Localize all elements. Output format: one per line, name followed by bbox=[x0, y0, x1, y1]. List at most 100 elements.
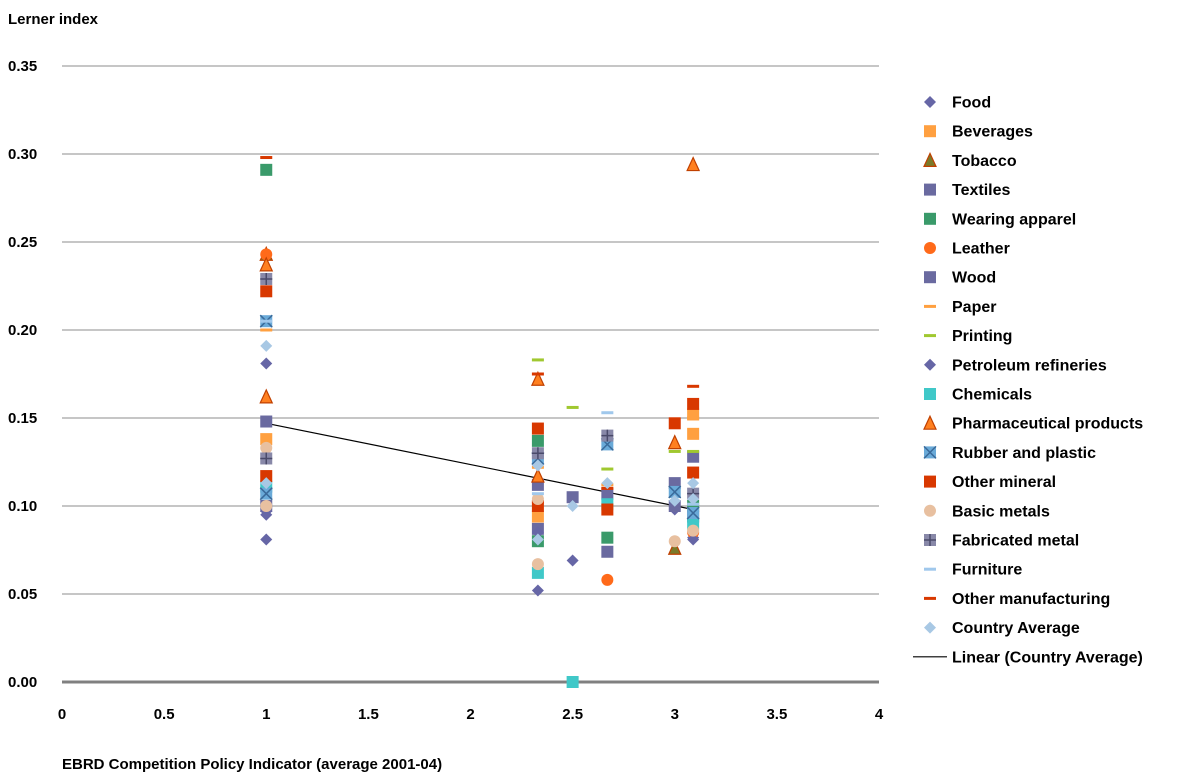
legend-marker bbox=[924, 125, 936, 138]
legend-label: Country Average bbox=[952, 620, 1080, 637]
y-tick-label: 0.35 bbox=[8, 58, 37, 75]
x-tick-label: 2.5 bbox=[562, 706, 583, 723]
legend-label: Chemicals bbox=[952, 387, 1032, 404]
data-point bbox=[601, 545, 614, 558]
data-point bbox=[260, 328, 273, 332]
series-basic-metals bbox=[260, 441, 700, 571]
series-printing bbox=[531, 358, 700, 471]
data-point bbox=[531, 492, 544, 496]
data-point bbox=[260, 477, 273, 490]
data-point bbox=[668, 485, 682, 499]
legend-label: Wood bbox=[952, 270, 996, 287]
y-tick-label: 0.30 bbox=[8, 146, 37, 163]
x-tick-label: 1.5 bbox=[358, 706, 379, 723]
data-point bbox=[260, 163, 273, 176]
trendline-line bbox=[266, 422, 694, 511]
legend-marker bbox=[923, 445, 937, 459]
legend: Food Beverages Tobacco Textiles Wearing appa… bbox=[913, 95, 1143, 666]
y-axis-label: Lerner index bbox=[8, 11, 99, 28]
data-point bbox=[668, 449, 681, 453]
data-point bbox=[260, 470, 273, 483]
legend-marker bbox=[924, 183, 936, 196]
data-point bbox=[260, 156, 273, 160]
series-food bbox=[260, 357, 700, 597]
data-point bbox=[260, 339, 273, 352]
series-tobacco bbox=[259, 245, 682, 555]
data-point bbox=[687, 524, 700, 537]
data-point bbox=[667, 539, 682, 555]
data-point bbox=[259, 256, 274, 272]
legend-label: Petroleum refineries bbox=[952, 357, 1107, 374]
series-pharmaceutical-products bbox=[259, 156, 701, 483]
legend-marker bbox=[924, 242, 936, 254]
series-leather bbox=[260, 248, 700, 586]
data-point bbox=[687, 466, 700, 479]
data-point bbox=[687, 416, 700, 420]
x-axis-ticks: 0 0.5 1 1.5 2 2.5 3 3.5 4 bbox=[58, 706, 884, 723]
legend-label: Furniture bbox=[952, 562, 1022, 579]
legend-marker bbox=[924, 504, 936, 517]
data-point bbox=[531, 447, 544, 460]
y-tick-label: 0.20 bbox=[8, 322, 37, 339]
data-point bbox=[601, 573, 614, 586]
series-other-manufacturing bbox=[260, 156, 700, 490]
legend-marker bbox=[924, 621, 936, 634]
series-furniture bbox=[260, 319, 700, 506]
legend-marker bbox=[924, 388, 936, 400]
data-point bbox=[531, 584, 544, 597]
data-point bbox=[531, 434, 544, 447]
trendline bbox=[266, 422, 694, 511]
x-tick-label: 3.5 bbox=[766, 706, 787, 723]
data-point bbox=[601, 467, 614, 471]
legend-label: Other manufacturing bbox=[952, 591, 1110, 608]
series-textiles bbox=[260, 415, 700, 558]
data-point bbox=[566, 676, 579, 688]
legend-label: Printing bbox=[952, 328, 1012, 345]
data-point bbox=[531, 372, 544, 376]
legend-label: Basic metals bbox=[952, 503, 1050, 520]
legend-marker bbox=[924, 567, 936, 571]
legend-marker bbox=[924, 334, 936, 338]
legend-marker bbox=[924, 304, 936, 308]
gridlines bbox=[62, 65, 879, 595]
data-point bbox=[667, 434, 682, 450]
legend-marker bbox=[924, 475, 936, 488]
data-points bbox=[259, 156, 701, 688]
legend-marker bbox=[924, 96, 936, 108]
series-rubber-and-plastic bbox=[259, 314, 700, 520]
data-point bbox=[566, 554, 579, 567]
legend-label: Tobacco bbox=[952, 153, 1017, 170]
data-point bbox=[601, 531, 614, 544]
x-tick-label: 4 bbox=[875, 706, 884, 723]
y-tick-label: 0.05 bbox=[8, 586, 37, 603]
data-point bbox=[260, 415, 273, 428]
legend-label: Fabricated metal bbox=[952, 533, 1079, 550]
data-point bbox=[260, 533, 273, 546]
legend-marker bbox=[924, 271, 936, 284]
series-chemicals bbox=[260, 480, 700, 688]
x-tick-label: 0 bbox=[58, 706, 66, 723]
y-axis-ticks: 0.00 0.05 0.10 0.15 0.20 0.25 0.30 0.35 bbox=[8, 58, 37, 691]
data-point bbox=[566, 491, 579, 504]
x-axis-label: EBRD Competition Policy Indicator (avera… bbox=[62, 756, 442, 773]
data-point bbox=[260, 452, 273, 465]
data-point bbox=[687, 450, 700, 463]
data-point bbox=[259, 388, 274, 404]
legend-label: Beverages bbox=[952, 124, 1033, 141]
data-point bbox=[260, 433, 273, 446]
y-tick-label: 0.15 bbox=[8, 410, 37, 427]
data-point bbox=[686, 156, 701, 172]
data-point bbox=[668, 494, 681, 507]
legend-label: Pharmaceutical products bbox=[952, 416, 1143, 433]
x-tick-label: 1 bbox=[262, 706, 270, 723]
data-point bbox=[601, 503, 614, 516]
data-point bbox=[668, 535, 681, 548]
data-point bbox=[531, 510, 544, 523]
data-point bbox=[531, 566, 544, 579]
data-point bbox=[531, 422, 544, 435]
y-tick-label: 0.10 bbox=[8, 498, 37, 515]
legend-marker bbox=[924, 212, 936, 225]
legend-label: Leather bbox=[952, 241, 1010, 258]
data-point bbox=[668, 417, 681, 430]
data-point bbox=[601, 429, 614, 442]
